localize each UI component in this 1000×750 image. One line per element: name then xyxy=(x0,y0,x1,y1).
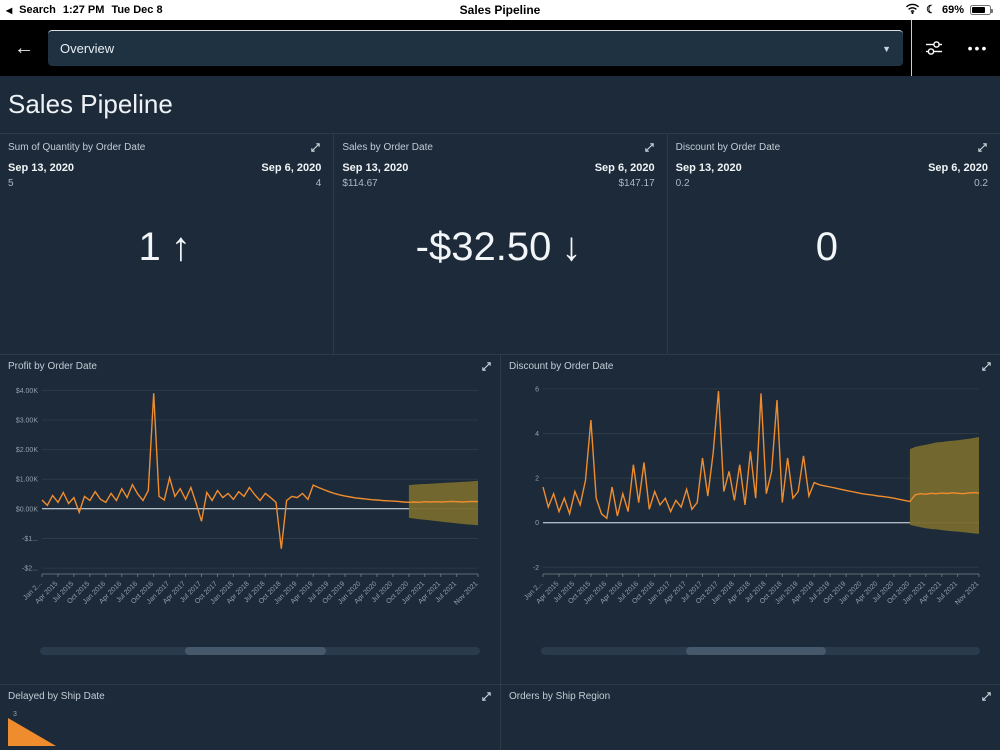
kpi-delta-arrow: ↑ xyxy=(170,225,191,269)
kpi-current-value: $114.67 xyxy=(342,178,378,189)
kpi-delta-arrow: ↓ xyxy=(561,225,582,269)
svg-text:4: 4 xyxy=(535,431,539,438)
back-to-app-label[interactable]: Search xyxy=(19,4,56,16)
chart-title: Discount by Order Date xyxy=(509,361,614,372)
app-navbar: ← Overview ▼ ••• xyxy=(0,20,1000,76)
sheet-selector-value: Overview xyxy=(60,41,115,56)
wifi-icon xyxy=(905,3,920,17)
filter-controls-icon[interactable] xyxy=(912,40,956,56)
kpi-current-value: 0.2 xyxy=(675,178,690,189)
kpi-card-quantity: Sum of Quantity by Order Date Sep 13, 20… xyxy=(0,134,333,354)
expand-icon[interactable] xyxy=(481,361,492,372)
more-menu-icon[interactable]: ••• xyxy=(967,40,989,56)
svg-text:2: 2 xyxy=(535,476,539,483)
expand-icon[interactable] xyxy=(644,142,655,153)
sheet-selector-dropdown[interactable]: Overview ▼ xyxy=(48,30,903,66)
back-button[interactable]: ← xyxy=(14,36,34,59)
kpi-previous-value: 0.2 xyxy=(974,178,988,189)
kpi-title: Sum of Quantity by Order Date xyxy=(8,142,146,153)
kpi-current-date: Sep 13, 2020 xyxy=(8,162,75,174)
kpi-card-sales: Sales by Order Date Sep 13, 2020 $114.67… xyxy=(333,134,666,354)
chart-scrollbar[interactable] xyxy=(40,647,480,655)
kpi-previous-date: Sep 6, 2020 xyxy=(594,162,655,174)
kpi-previous-value: 4 xyxy=(315,178,322,189)
kpi-delta: 0 xyxy=(676,225,988,270)
scrollbar-thumb[interactable] xyxy=(185,647,326,655)
kpi-current-date: Sep 13, 2020 xyxy=(342,162,409,174)
ios-status-bar: ◀ Search 1:27 PM Tue Dec 8 Sales Pipelin… xyxy=(0,0,1000,20)
delayed-chart-card: Delayed by Ship Date 3 xyxy=(0,685,500,750)
kpi-delta: -$32.50 ↓ xyxy=(342,225,654,270)
chart-title: Orders by Ship Region xyxy=(509,691,611,702)
chart-scrollbar[interactable] xyxy=(541,647,980,655)
kpi-previous-value: $147.17 xyxy=(618,178,655,189)
svg-text:6: 6 xyxy=(535,386,539,393)
expand-icon[interactable] xyxy=(310,142,321,153)
scrollbar-thumb[interactable] xyxy=(685,647,827,655)
svg-text:Nov 2021: Nov 2021 xyxy=(453,580,479,606)
delayed-area-chart: 3 xyxy=(8,711,56,746)
svg-text:$2.00K: $2.00K xyxy=(16,447,39,454)
kpi-delta-value: -$32.50 xyxy=(415,225,552,269)
dnd-moon-icon: ☾ xyxy=(926,3,936,16)
chart-title: Delayed by Ship Date xyxy=(8,691,105,702)
svg-text:-$2...: -$2... xyxy=(22,566,38,573)
kpi-card-discount: Discount by Order Date Sep 13, 2020 0.2 … xyxy=(666,134,1000,354)
status-date: Tue Dec 8 xyxy=(111,4,163,16)
charts-row: Profit by Order Date $4.00K $3.00K $2.00K $… xyxy=(0,355,1000,685)
svg-text:3: 3 xyxy=(13,711,17,718)
svg-text:$3.00K: $3.00K xyxy=(16,418,39,425)
svg-text:0: 0 xyxy=(535,520,539,527)
battery-icon xyxy=(970,5,993,15)
profit-chart-card: Profit by Order Date $4.00K $3.00K $2.00K $… xyxy=(0,355,500,684)
chart-title: Profit by Order Date xyxy=(8,361,97,372)
svg-text:-2: -2 xyxy=(533,565,539,572)
svg-text:$4.00K: $4.00K xyxy=(16,388,39,395)
discount-chart-card: Discount by Order Date 6 4 2 0 -2 Jan 2... Apr… xyxy=(500,355,1000,684)
page-title: Sales Pipeline xyxy=(8,89,173,119)
navbar-separator xyxy=(911,20,912,76)
kpi-previous-date: Sep 6, 2020 xyxy=(261,162,322,174)
kpi-delta-value: 0 xyxy=(815,225,838,269)
orders-chart-card: Orders by Ship Region xyxy=(500,685,1000,750)
kpi-row: Sum of Quantity by Order Date Sep 13, 20… xyxy=(0,133,1000,355)
back-to-app-icon[interactable]: ◀ xyxy=(6,5,13,15)
dashboard-content: Sales Pipeline Sum of Quantity by Order … xyxy=(0,76,1000,750)
kpi-current-value: 5 xyxy=(8,178,14,189)
expand-icon[interactable] xyxy=(981,691,992,702)
bottom-row: Delayed by Ship Date 3 Orders by Ship Re… xyxy=(0,685,1000,750)
chevron-down-icon: ▼ xyxy=(882,43,891,54)
kpi-current-date: Sep 13, 2020 xyxy=(675,162,742,174)
status-time: 1:27 PM xyxy=(62,4,105,16)
kpi-title: Discount by Order Date xyxy=(675,142,781,153)
svg-text:$0.00K: $0.00K xyxy=(16,506,39,513)
expand-icon[interactable] xyxy=(481,691,492,702)
expand-icon[interactable] xyxy=(977,142,988,153)
profit-line-chart: $4.00K $3.00K $2.00K $1.00K $0.00K -$1... -$2.… xyxy=(16,388,480,607)
status-bar-title: Sales Pipeline xyxy=(459,3,541,17)
svg-text:-$1...: -$1... xyxy=(22,536,38,543)
battery-percent: 69% xyxy=(941,4,964,16)
kpi-delta-value: 1 xyxy=(138,225,161,269)
svg-text:Nov 2021: Nov 2021 xyxy=(954,580,980,606)
kpi-title: Sales by Order Date xyxy=(342,142,433,153)
expand-icon[interactable] xyxy=(981,361,992,372)
svg-text:$1.00K: $1.00K xyxy=(16,477,39,484)
kpi-delta: 1 ↑ xyxy=(8,225,321,270)
kpi-previous-date: Sep 6, 2020 xyxy=(928,162,988,174)
